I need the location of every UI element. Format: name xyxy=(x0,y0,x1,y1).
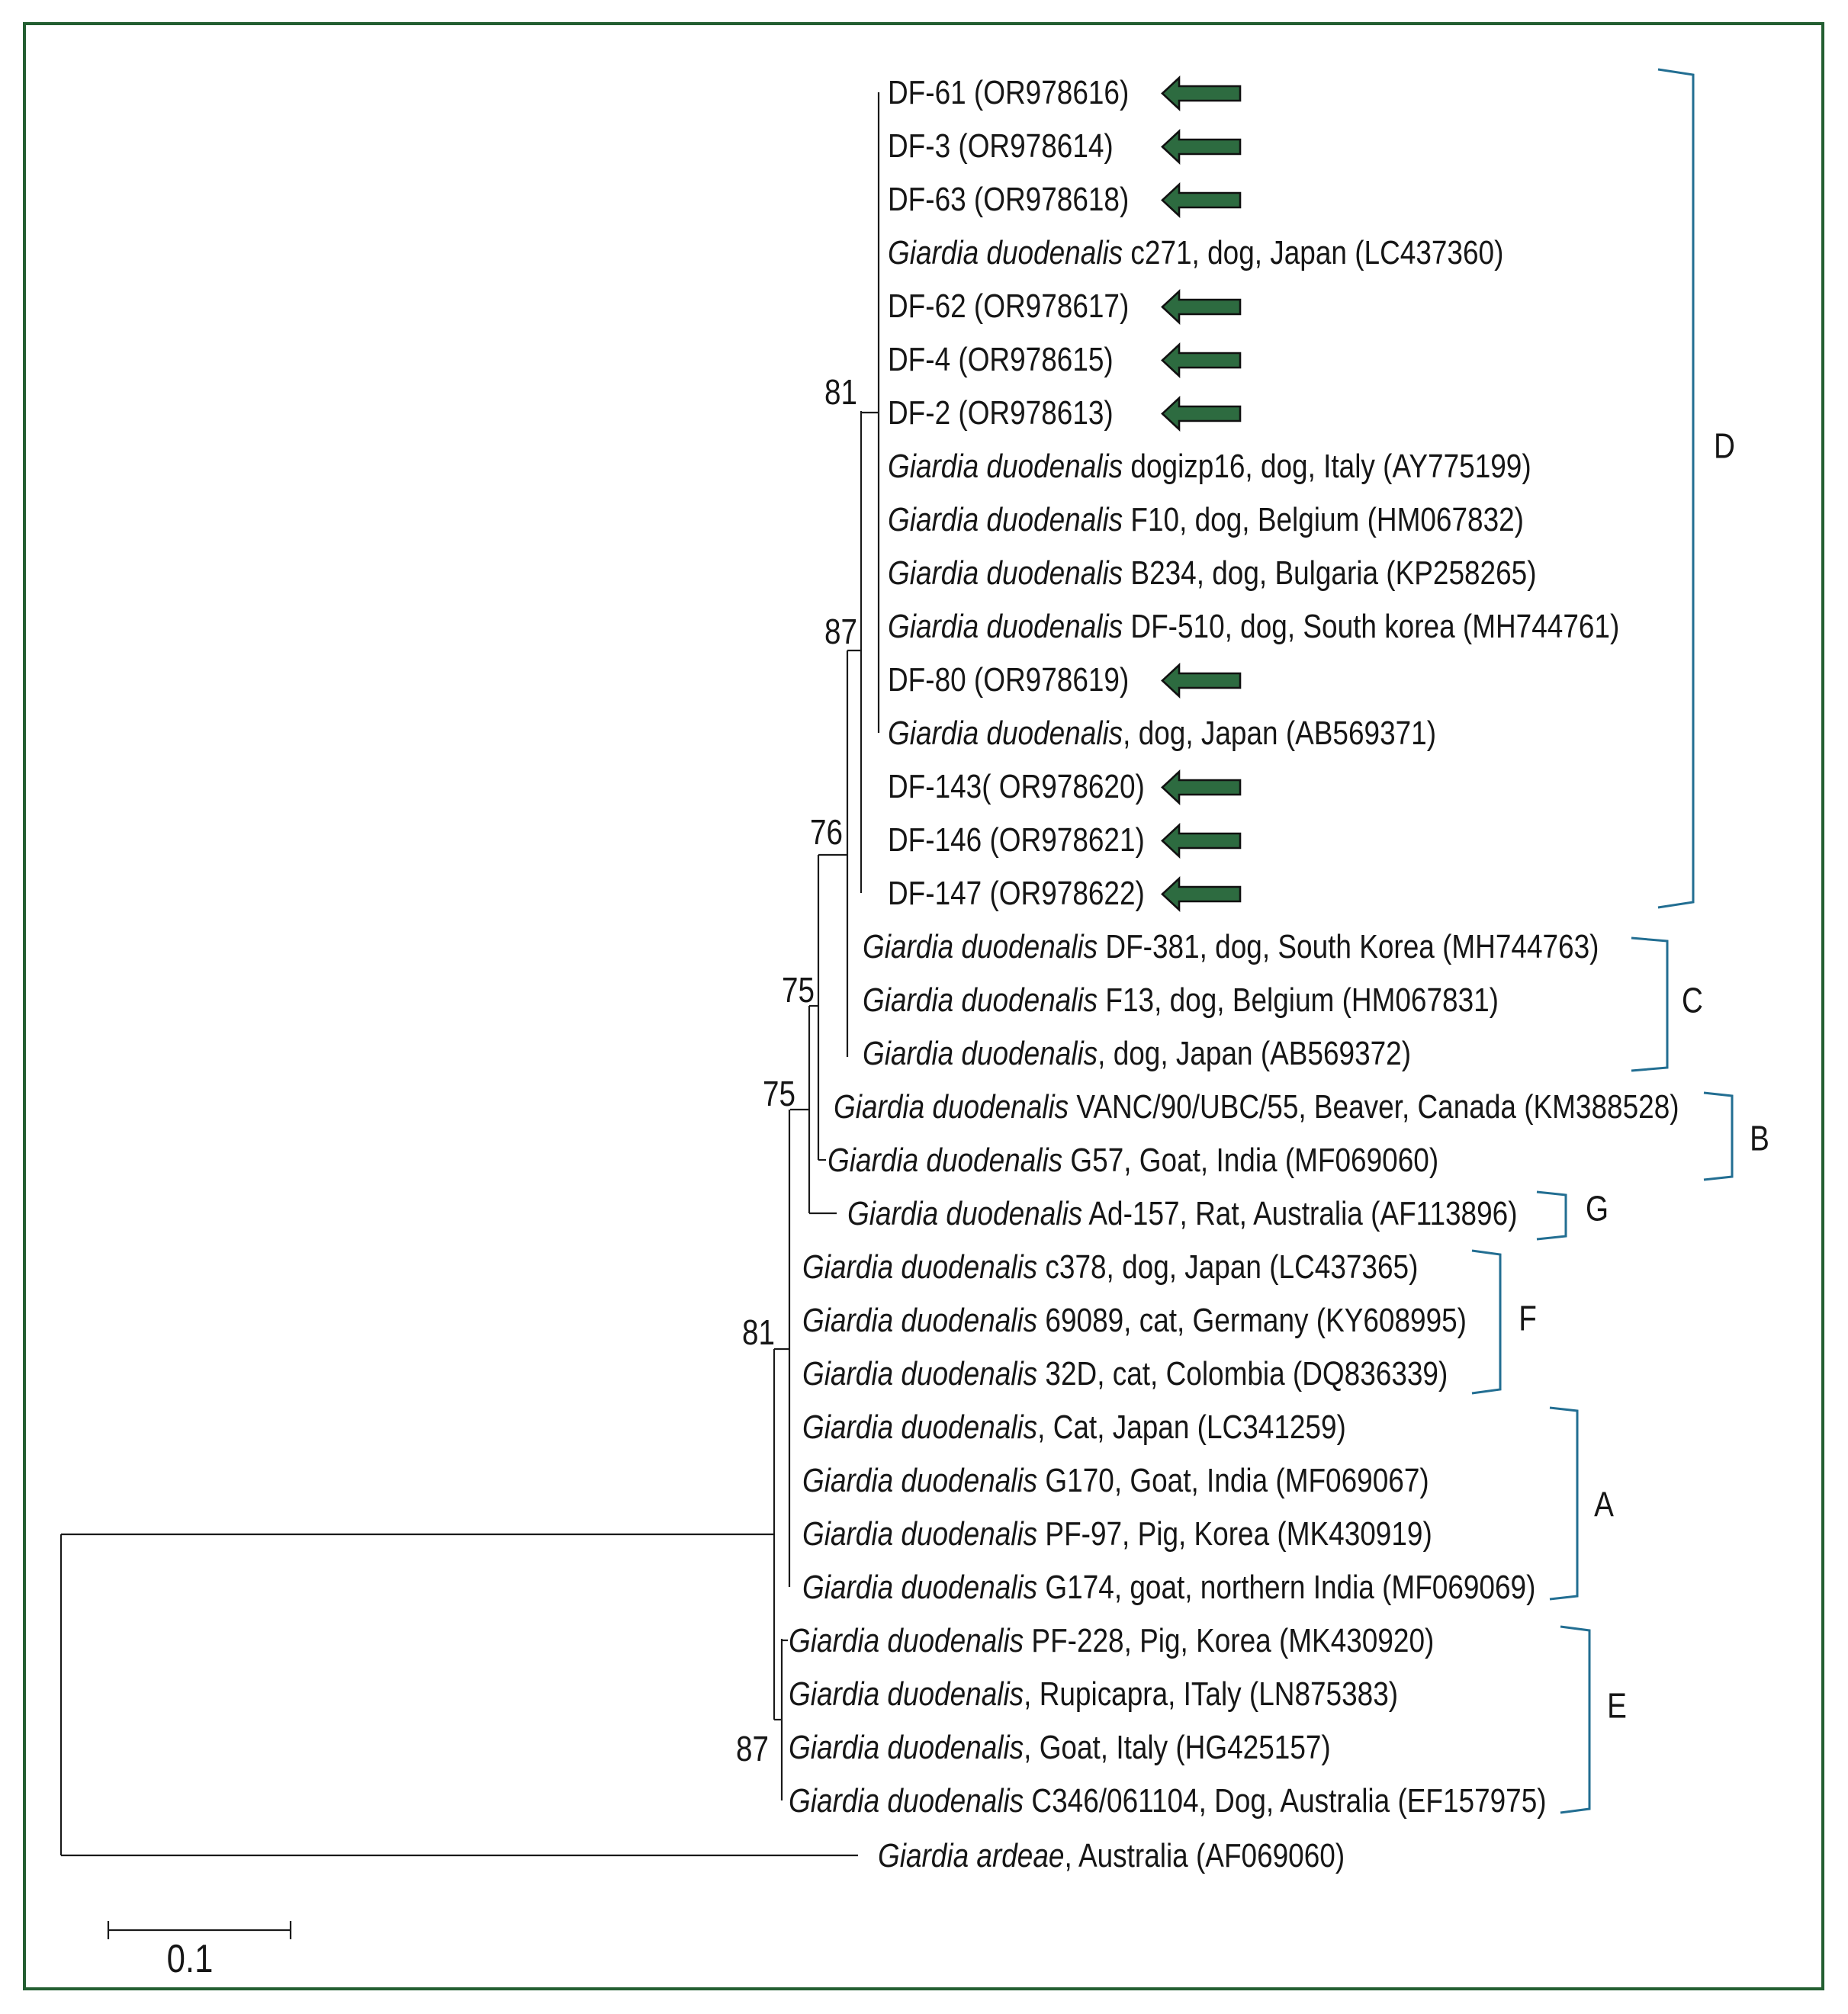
svg-text:DF-146 (OR978621): DF-146 (OR978621) xyxy=(888,821,1145,859)
svg-text:Giardia duodenalis c271, dog,: Giardia duodenalis c271, dog, Japan (LC4… xyxy=(888,233,1503,271)
svg-text:76: 76 xyxy=(810,813,843,852)
svg-text:Giardia duodenalis 69089, cat,: Giardia duodenalis 69089, cat, Germany (… xyxy=(802,1301,1467,1339)
svg-text:81: 81 xyxy=(742,1313,775,1352)
svg-text:75: 75 xyxy=(763,1074,795,1113)
svg-text:Giardia duodenalis 32D, cat, C: Giardia duodenalis 32D, cat, Colombia (D… xyxy=(802,1354,1448,1392)
svg-text:Giardia ardeae, Australia (AF0: Giardia ardeae, Australia (AF069060) xyxy=(878,1836,1345,1874)
svg-text:Giardia duodenalis G57, Goat,: Giardia duodenalis G57, Goat, India (MF0… xyxy=(828,1141,1438,1179)
svg-text:DF-63 (OR978618): DF-63 (OR978618) xyxy=(888,180,1129,218)
svg-text:Giardia duodenalis VANC/90/UBC: Giardia duodenalis VANC/90/UBC/55, Beave… xyxy=(834,1087,1679,1126)
svg-text:75: 75 xyxy=(782,971,815,1010)
svg-text:F: F xyxy=(1519,1299,1537,1338)
svg-text:Giardia duodenalis F13, dog, B: Giardia duodenalis F13, dog, Belgium (HM… xyxy=(863,981,1499,1019)
svg-text:DF-143( OR978620): DF-143( OR978620) xyxy=(888,767,1145,805)
svg-text:D: D xyxy=(1714,427,1735,466)
svg-text:E: E xyxy=(1607,1687,1627,1726)
svg-text:DF-4 (OR978615): DF-4 (OR978615) xyxy=(888,340,1114,378)
svg-text:81: 81 xyxy=(824,373,857,412)
svg-text:DF-3 (OR978614): DF-3 (OR978614) xyxy=(888,127,1114,165)
svg-text:DF-61 (OR978616): DF-61 (OR978616) xyxy=(888,73,1129,111)
svg-text:87: 87 xyxy=(736,1730,769,1768)
svg-text:C: C xyxy=(1682,981,1703,1020)
svg-text:A: A xyxy=(1594,1486,1614,1524)
svg-text:Giardia duodenalis dogizp16, d: Giardia duodenalis dogizp16, dog, Italy … xyxy=(888,447,1531,485)
svg-text:Giardia duodenalis C346/061104: Giardia duodenalis C346/061104, Dog, Aus… xyxy=(789,1781,1547,1820)
svg-text:0.1: 0.1 xyxy=(167,1938,214,1981)
svg-text:Giardia duodenalis B234, dog,: Giardia duodenalis B234, dog, Bulgaria (… xyxy=(888,554,1537,592)
svg-text:Giardia duodenalis, Rupicapra,: Giardia duodenalis, Rupicapra, ITaly (LN… xyxy=(789,1675,1398,1713)
svg-text:Giardia duodenalis c378, dog,: Giardia duodenalis c378, dog, Japan (LC4… xyxy=(802,1248,1418,1286)
svg-text:Giardia duodenalis, dog, Japan: Giardia duodenalis, dog, Japan (AB569371… xyxy=(888,714,1436,752)
svg-text:Giardia duodenalis, Goat, Ital: Giardia duodenalis, Goat, Italy (HG42515… xyxy=(789,1728,1331,1766)
svg-text:DF-80 (OR978619): DF-80 (OR978619) xyxy=(888,660,1129,699)
svg-text:Giardia duodenalis, Cat, Japan: Giardia duodenalis, Cat, Japan (LC341259… xyxy=(802,1408,1346,1446)
svg-text:Giardia duodenalis G170, Goat,: Giardia duodenalis G170, Goat, India (MF… xyxy=(802,1461,1429,1499)
svg-text:Giardia duodenalis PF-228, Pig: Giardia duodenalis PF-228, Pig, Korea (M… xyxy=(789,1621,1434,1659)
svg-text:87: 87 xyxy=(824,612,857,651)
svg-text:Giardia duodenalis Ad-157, Rat: Giardia duodenalis Ad-157, Rat, Australi… xyxy=(847,1194,1518,1232)
svg-text:Giardia duodenalis DF-381, dog: Giardia duodenalis DF-381, dog, South Ko… xyxy=(863,927,1599,965)
svg-text:Giardia duodenalis DF-510, dog: Giardia duodenalis DF-510, dog, South ko… xyxy=(888,607,1619,645)
svg-text:B: B xyxy=(1750,1119,1769,1158)
svg-text:Giardia duodenalis PF-97, Pig,: Giardia duodenalis PF-97, Pig, Korea (MK… xyxy=(802,1515,1432,1553)
svg-text:DF-62 (OR978617): DF-62 (OR978617) xyxy=(888,287,1129,325)
svg-text:DF-2 (OR978613): DF-2 (OR978613) xyxy=(888,393,1114,432)
svg-text:Giardia duodenalis F10, dog, B: Giardia duodenalis F10, dog, Belgium (HM… xyxy=(888,500,1524,538)
svg-text:DF-147 (OR978622): DF-147 (OR978622) xyxy=(888,874,1145,912)
svg-text:Giardia duodenalis G174, goat,: Giardia duodenalis G174, goat, northern … xyxy=(802,1568,1535,1606)
svg-text:Giardia duodenalis, dog, Japan: Giardia duodenalis, dog, Japan (AB569372… xyxy=(863,1034,1411,1072)
svg-text:G: G xyxy=(1586,1190,1609,1229)
